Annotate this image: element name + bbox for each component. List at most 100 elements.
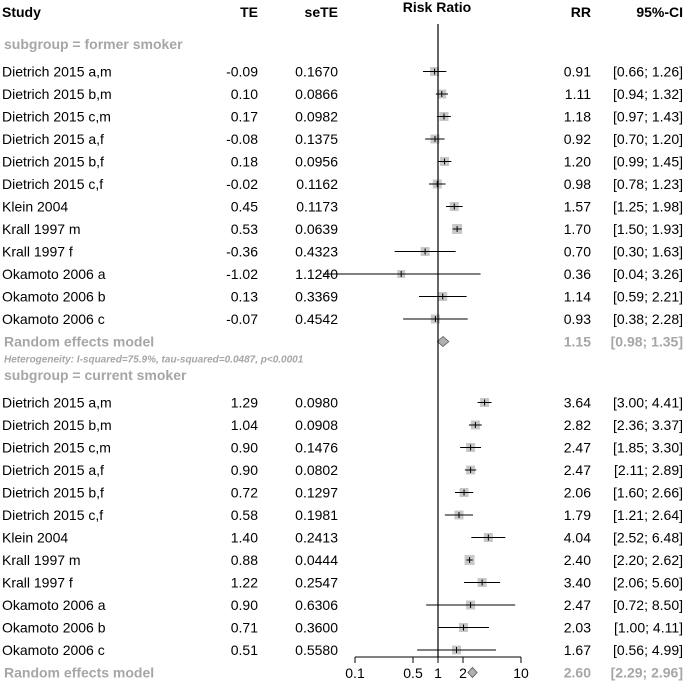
study-te: 0.72 xyxy=(231,485,258,501)
pooled-diamond xyxy=(436,335,450,348)
study-rr: 1.70 xyxy=(564,221,591,237)
study-te: -1.02 xyxy=(226,266,258,282)
study-ci: [0.72; 8.50] xyxy=(613,597,683,613)
pooled-label: Random effects model xyxy=(4,665,154,681)
study-te: 0.71 xyxy=(231,620,258,636)
study-name: Dietrich 2015 b,m xyxy=(2,86,112,102)
study-rr: 3.64 xyxy=(564,395,591,411)
study-te: -0.36 xyxy=(226,244,258,260)
header-sete: seTE xyxy=(305,4,338,20)
study-ci: [0.99; 1.45] xyxy=(613,154,683,170)
study-te: 0.45 xyxy=(231,199,258,215)
study-row: Dietrich 2015 b,f 0.72 0.1297 2.06 [1.60; 2.… xyxy=(2,485,683,501)
study-rr: 3.40 xyxy=(564,575,591,591)
study-ci: [1.50; 1.93] xyxy=(613,221,683,237)
study-te: 0.18 xyxy=(231,154,258,170)
pooled-rr: 1.15 xyxy=(564,334,591,350)
study-te: 0.90 xyxy=(231,440,258,456)
study-te: -0.08 xyxy=(226,131,258,147)
study-sete: 0.0980 xyxy=(295,395,338,411)
study-ci: [0.04; 3.26] xyxy=(613,266,683,282)
study-row: Okamoto 2006 b 0.13 0.3369 1.14 [0.59; 2.21] xyxy=(2,289,683,305)
header-ci: 95%-CI xyxy=(636,4,683,20)
study-name: Okamoto 2006 b xyxy=(2,289,106,305)
study-row: Klein 2004 0.45 0.1173 1.57 [1.25; 1.98] xyxy=(2,199,683,215)
study-name: Okamoto 2006 c xyxy=(2,642,105,658)
study-rr: 0.98 xyxy=(564,176,591,192)
study-te: 1.04 xyxy=(231,417,258,433)
study-name: Okamoto 2006 b xyxy=(2,620,106,636)
x-axis-tick-label: 0.5 xyxy=(403,665,423,681)
study-sete: 1.1240 xyxy=(295,266,338,282)
x-axis: 0.1 0.5 1 2 10 xyxy=(345,24,529,681)
study-ci: [3.00; 4.41] xyxy=(613,395,683,411)
study-row: Dietrich 2015 b,f 0.18 0.0956 1.20 [0.99; 1.… xyxy=(2,154,683,170)
study-te: 0.53 xyxy=(231,221,258,237)
study-row: Dietrich 2015 b,m 0.10 0.0866 1.11 [0.94; 1.… xyxy=(2,86,683,102)
study-ci: [2.20; 2.62] xyxy=(613,552,683,568)
study-name: Okamoto 2006 c xyxy=(2,311,105,327)
study-sete: 0.1981 xyxy=(295,507,338,523)
study-rr: 1.67 xyxy=(564,642,591,658)
study-row: Dietrich 2015 c,f 0.58 0.1981 1.79 [1.21; 2.… xyxy=(2,507,683,523)
study-te: -0.07 xyxy=(226,311,258,327)
study-name: Krall 1997 f xyxy=(2,244,73,260)
study-rr: 2.40 xyxy=(564,552,591,568)
study-rr: 0.36 xyxy=(564,266,591,282)
study-rr: 0.92 xyxy=(564,131,591,147)
study-ci: [0.94; 1.32] xyxy=(613,86,683,102)
study-name: Okamoto 2006 a xyxy=(2,597,106,613)
study-ci: [0.97; 1.43] xyxy=(613,109,683,125)
study-sete: 0.1476 xyxy=(295,440,338,456)
header-risk-ratio: Risk Ratio xyxy=(403,0,471,15)
study-sete: 0.0802 xyxy=(295,462,338,478)
x-axis-tick-label: 0.1 xyxy=(345,665,365,681)
study-te: 0.58 xyxy=(231,507,258,523)
subgroup-1: subgroup = current smoker Dietrich 2015 a… xyxy=(2,367,683,681)
study-ci: [1.00; 4.11] xyxy=(614,620,683,636)
pooled-ci: [2.29; 2.96] xyxy=(611,665,683,681)
study-rr: 2.47 xyxy=(564,597,591,613)
study-ci: [1.60; 2.66] xyxy=(613,485,683,501)
forest-rows: subgroup = former smoker Dietrich 2015 a,… xyxy=(2,36,683,681)
study-rr: 2.03 xyxy=(564,620,591,636)
study-row: Krall 1997 m 0.53 0.0639 1.70 [1.50; 1.93] xyxy=(2,221,683,237)
study-rr: 1.11 xyxy=(565,86,591,102)
study-te: 0.17 xyxy=(231,109,258,125)
column-headers: Study TE seTE Risk Ratio RR 95%-CI xyxy=(2,0,683,20)
study-ci: [0.30; 1.63] xyxy=(613,244,683,260)
study-row: Dietrich 2015 c,f -0.02 0.1162 0.98 [0.78; 1… xyxy=(2,176,683,192)
study-sete: 0.2547 xyxy=(295,575,338,591)
subgroup-label: subgroup = current smoker xyxy=(4,367,187,383)
study-row: Okamoto 2006 c -0.07 0.4542 0.93 [0.38; 2.28… xyxy=(2,311,683,327)
study-row: Dietrich 2015 c,m 0.90 0.1476 2.47 [1.85; 3.… xyxy=(2,440,683,456)
study-row: Okamoto 2006 a 0.90 0.6306 2.47 [0.72; 8.50] xyxy=(2,597,683,613)
study-rr: 2.47 xyxy=(564,462,591,478)
study-ci: [1.25; 1.98] xyxy=(613,199,683,215)
study-rr: 1.79 xyxy=(564,507,591,523)
study-name: Okamoto 2006 a xyxy=(2,266,106,282)
study-sete: 0.3369 xyxy=(295,289,338,305)
subgroup-label: subgroup = former smoker xyxy=(4,36,183,52)
study-ci: [2.06; 5.60] xyxy=(613,575,683,591)
pooled-row: Random effects model 2.60 [2.29; 2.96] xyxy=(4,665,683,681)
study-sete: 0.1670 xyxy=(295,64,338,80)
study-name: Klein 2004 xyxy=(2,530,68,546)
study-ci: [0.56; 4.99] xyxy=(613,642,683,658)
study-ci: [1.85; 3.30] xyxy=(613,440,683,456)
study-row: Krall 1997 f -0.36 0.4323 0.70 [0.30; 1.63] xyxy=(2,244,683,260)
study-rr: 1.18 xyxy=(564,109,591,125)
study-row: Dietrich 2015 a,m 1.29 0.0980 3.64 [3.00; 4.… xyxy=(2,395,683,411)
study-te: -0.09 xyxy=(226,64,258,80)
study-ci: [0.78; 1.23] xyxy=(613,176,683,192)
study-sete: 0.2413 xyxy=(295,530,338,546)
study-rr: 4.04 xyxy=(564,530,591,546)
study-row: Okamoto 2006 b 0.71 0.3600 2.03 [1.00; 4.11] xyxy=(2,620,683,636)
header-rr: RR xyxy=(571,4,591,20)
study-sete: 0.1173 xyxy=(296,199,338,215)
study-name: Dietrich 2015 c,f xyxy=(2,176,103,192)
study-rr: 1.14 xyxy=(564,289,591,305)
study-name: Dietrich 2015 c,m xyxy=(2,109,111,125)
pooled-ci: [0.98; 1.35] xyxy=(611,334,683,350)
